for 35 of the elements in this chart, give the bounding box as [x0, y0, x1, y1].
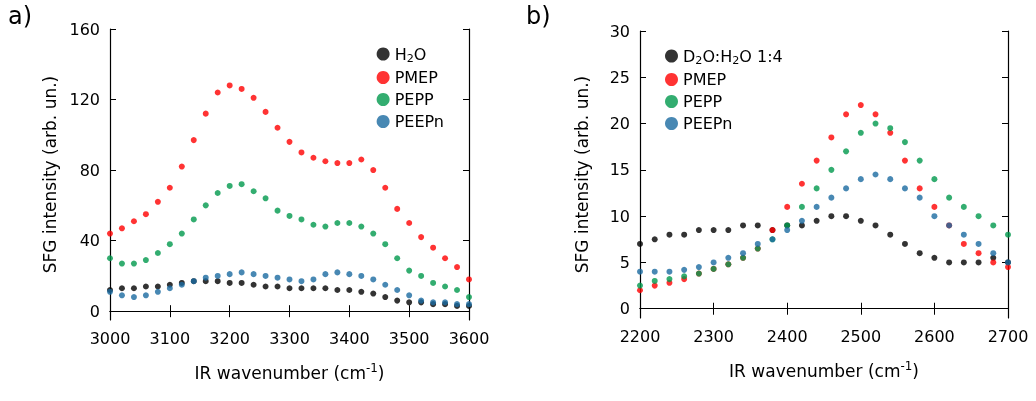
legend-label: PEEPn [683, 114, 733, 133]
x-tick-label: 3300 [269, 328, 310, 348]
y-tick-label: 40 [79, 231, 100, 251]
y-tick-label: 0 [89, 301, 100, 321]
x-tick-label: 3500 [388, 328, 430, 348]
x-tick-label: 2500 [840, 326, 882, 346]
x-tick-label: 3100 [149, 328, 191, 348]
y-tick-label: 0 [619, 299, 630, 319]
legend-label: PMEP [683, 70, 727, 89]
text: b) [526, 2, 551, 30]
x-tick-label: 3400 [328, 328, 370, 348]
x-tick-label: 3000 [89, 328, 131, 348]
legend-label: PMEP [394, 68, 439, 87]
x-tick-label: 2300 [693, 326, 734, 346]
text: a) [8, 2, 33, 30]
legend-label: PEPP [394, 90, 435, 109]
x-tick-label: 3200 [209, 328, 251, 348]
y-tick-label: 10 [609, 206, 630, 226]
y-tick-label: 5 [619, 252, 630, 272]
x-tick-label: 2400 [766, 326, 808, 346]
y-tick-label: 15 [609, 160, 630, 180]
x-tick-label: 2700 [987, 326, 1029, 346]
y-tick-label: 80 [79, 160, 100, 180]
y-axis-title: SFG intensity (arb. un.) [571, 75, 592, 274]
legend-label: PEEPn [394, 112, 444, 131]
y-axis-title: SFG intensity (arb. un.) [40, 75, 61, 274]
x-tick-label: 3600 [448, 328, 490, 348]
y-tick-label: 120 [69, 90, 100, 110]
x-tick-label: 2200 [619, 326, 661, 346]
y-tick-label: 25 [609, 67, 630, 87]
y-tick-label: 160 [69, 19, 100, 39]
y-tick-label: 30 [609, 21, 630, 41]
x-tick-label: 2600 [914, 326, 955, 346]
y-tick-label: 20 [609, 114, 630, 134]
legend-label: PEPP [683, 92, 723, 111]
